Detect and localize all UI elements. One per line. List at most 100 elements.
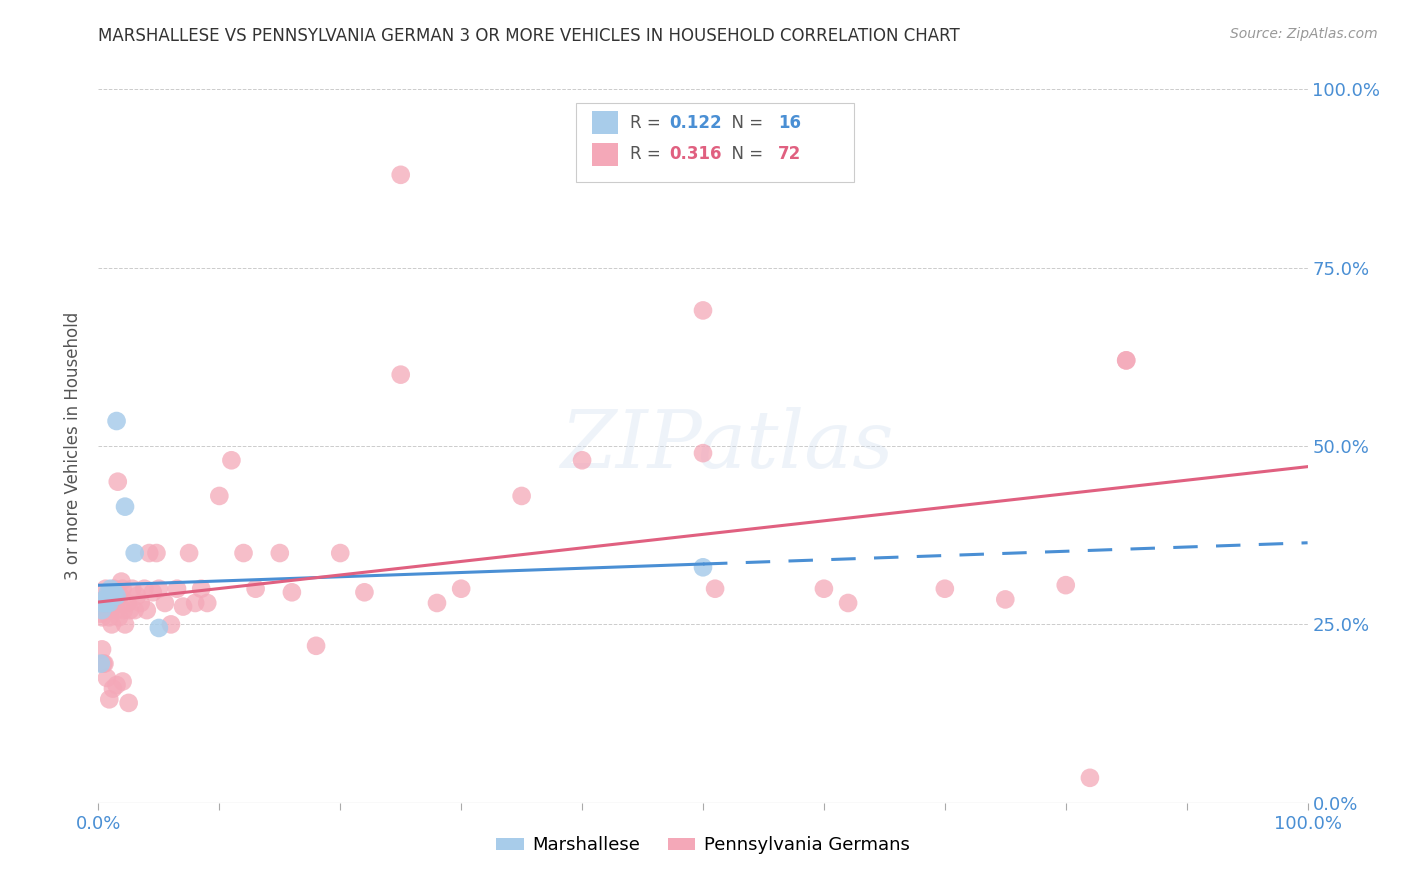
Point: [179, 546, 201, 560]
Point: [108, 589, 131, 603]
Y-axis label: 3 or more Vehicles in Household: 3 or more Vehicles in Household: [65, 312, 83, 580]
Point: [124, 546, 146, 560]
Text: 0.122: 0.122: [669, 114, 721, 132]
Point: [97, 596, 120, 610]
Point: [127, 589, 149, 603]
Point: [111, 674, 134, 689]
Point: [111, 582, 134, 596]
Point: [426, 596, 449, 610]
Text: R =: R =: [630, 114, 666, 132]
Text: R =: R =: [630, 145, 666, 163]
Point: [208, 489, 231, 503]
Point: [1115, 353, 1137, 368]
Point: [934, 582, 956, 596]
Point: [837, 596, 859, 610]
Point: [96, 671, 118, 685]
Point: [91, 610, 114, 624]
Point: [994, 592, 1017, 607]
FancyBboxPatch shape: [592, 143, 619, 166]
Point: [813, 582, 835, 596]
Point: [100, 603, 122, 617]
FancyBboxPatch shape: [576, 103, 855, 182]
Point: [117, 596, 139, 610]
Point: [107, 475, 129, 489]
Point: [692, 446, 714, 460]
Point: [97, 585, 120, 599]
Point: [160, 617, 183, 632]
Text: 0.316: 0.316: [669, 145, 721, 163]
Point: [121, 582, 143, 596]
Point: [129, 596, 152, 610]
Point: [100, 582, 122, 596]
Point: [232, 546, 254, 560]
Text: 16: 16: [778, 114, 801, 132]
Point: [245, 582, 267, 596]
Text: N =: N =: [721, 114, 769, 132]
Point: [91, 642, 114, 657]
Point: [184, 596, 207, 610]
FancyBboxPatch shape: [592, 112, 619, 134]
Point: [692, 303, 714, 318]
Point: [94, 582, 117, 596]
Point: [1115, 353, 1137, 368]
Text: N =: N =: [721, 145, 769, 163]
Point: [166, 582, 188, 596]
Point: [93, 592, 115, 607]
Point: [93, 657, 115, 671]
Point: [1078, 771, 1101, 785]
Point: [103, 585, 125, 599]
Point: [281, 585, 304, 599]
Point: [118, 603, 141, 617]
Point: [98, 692, 121, 706]
Point: [105, 678, 128, 692]
Point: [389, 368, 412, 382]
Point: [94, 596, 117, 610]
Point: [110, 574, 132, 589]
Legend: Marshallese, Pennsylvania Germans: Marshallese, Pennsylvania Germans: [489, 830, 917, 862]
Point: [103, 582, 125, 596]
Point: [450, 582, 472, 596]
Point: [221, 453, 243, 467]
Point: [118, 696, 141, 710]
Point: [90, 607, 112, 621]
Point: [104, 596, 127, 610]
Point: [91, 599, 114, 614]
Point: [148, 582, 170, 596]
Point: [172, 599, 194, 614]
Point: [108, 610, 131, 624]
Point: [112, 603, 135, 617]
Point: [142, 585, 165, 599]
Text: 72: 72: [778, 145, 801, 163]
Point: [98, 610, 121, 624]
Point: [353, 585, 375, 599]
Point: [96, 603, 118, 617]
Point: [190, 582, 212, 596]
Point: [98, 596, 121, 610]
Point: [100, 585, 122, 599]
Point: [135, 603, 157, 617]
Point: [114, 617, 136, 632]
Point: [91, 603, 114, 617]
Point: [93, 592, 115, 607]
Point: [305, 639, 328, 653]
Point: [105, 589, 128, 603]
Point: [124, 603, 146, 617]
Text: MARSHALLESE VS PENNSYLVANIA GERMAN 3 OR MORE VEHICLES IN HOUSEHOLD CORRELATION C: MARSHALLESE VS PENNSYLVANIA GERMAN 3 OR …: [98, 27, 960, 45]
Point: [329, 546, 352, 560]
Point: [389, 168, 412, 182]
Point: [105, 414, 128, 428]
Point: [145, 546, 167, 560]
Point: [692, 560, 714, 574]
Point: [138, 546, 160, 560]
Point: [1054, 578, 1077, 592]
Text: ZIPatlas: ZIPatlas: [561, 408, 894, 484]
Point: [148, 621, 170, 635]
Point: [510, 489, 533, 503]
Point: [153, 596, 176, 610]
Point: [571, 453, 593, 467]
Point: [114, 500, 136, 514]
Point: [704, 582, 727, 596]
Point: [105, 603, 128, 617]
Point: [90, 657, 112, 671]
Point: [134, 582, 156, 596]
